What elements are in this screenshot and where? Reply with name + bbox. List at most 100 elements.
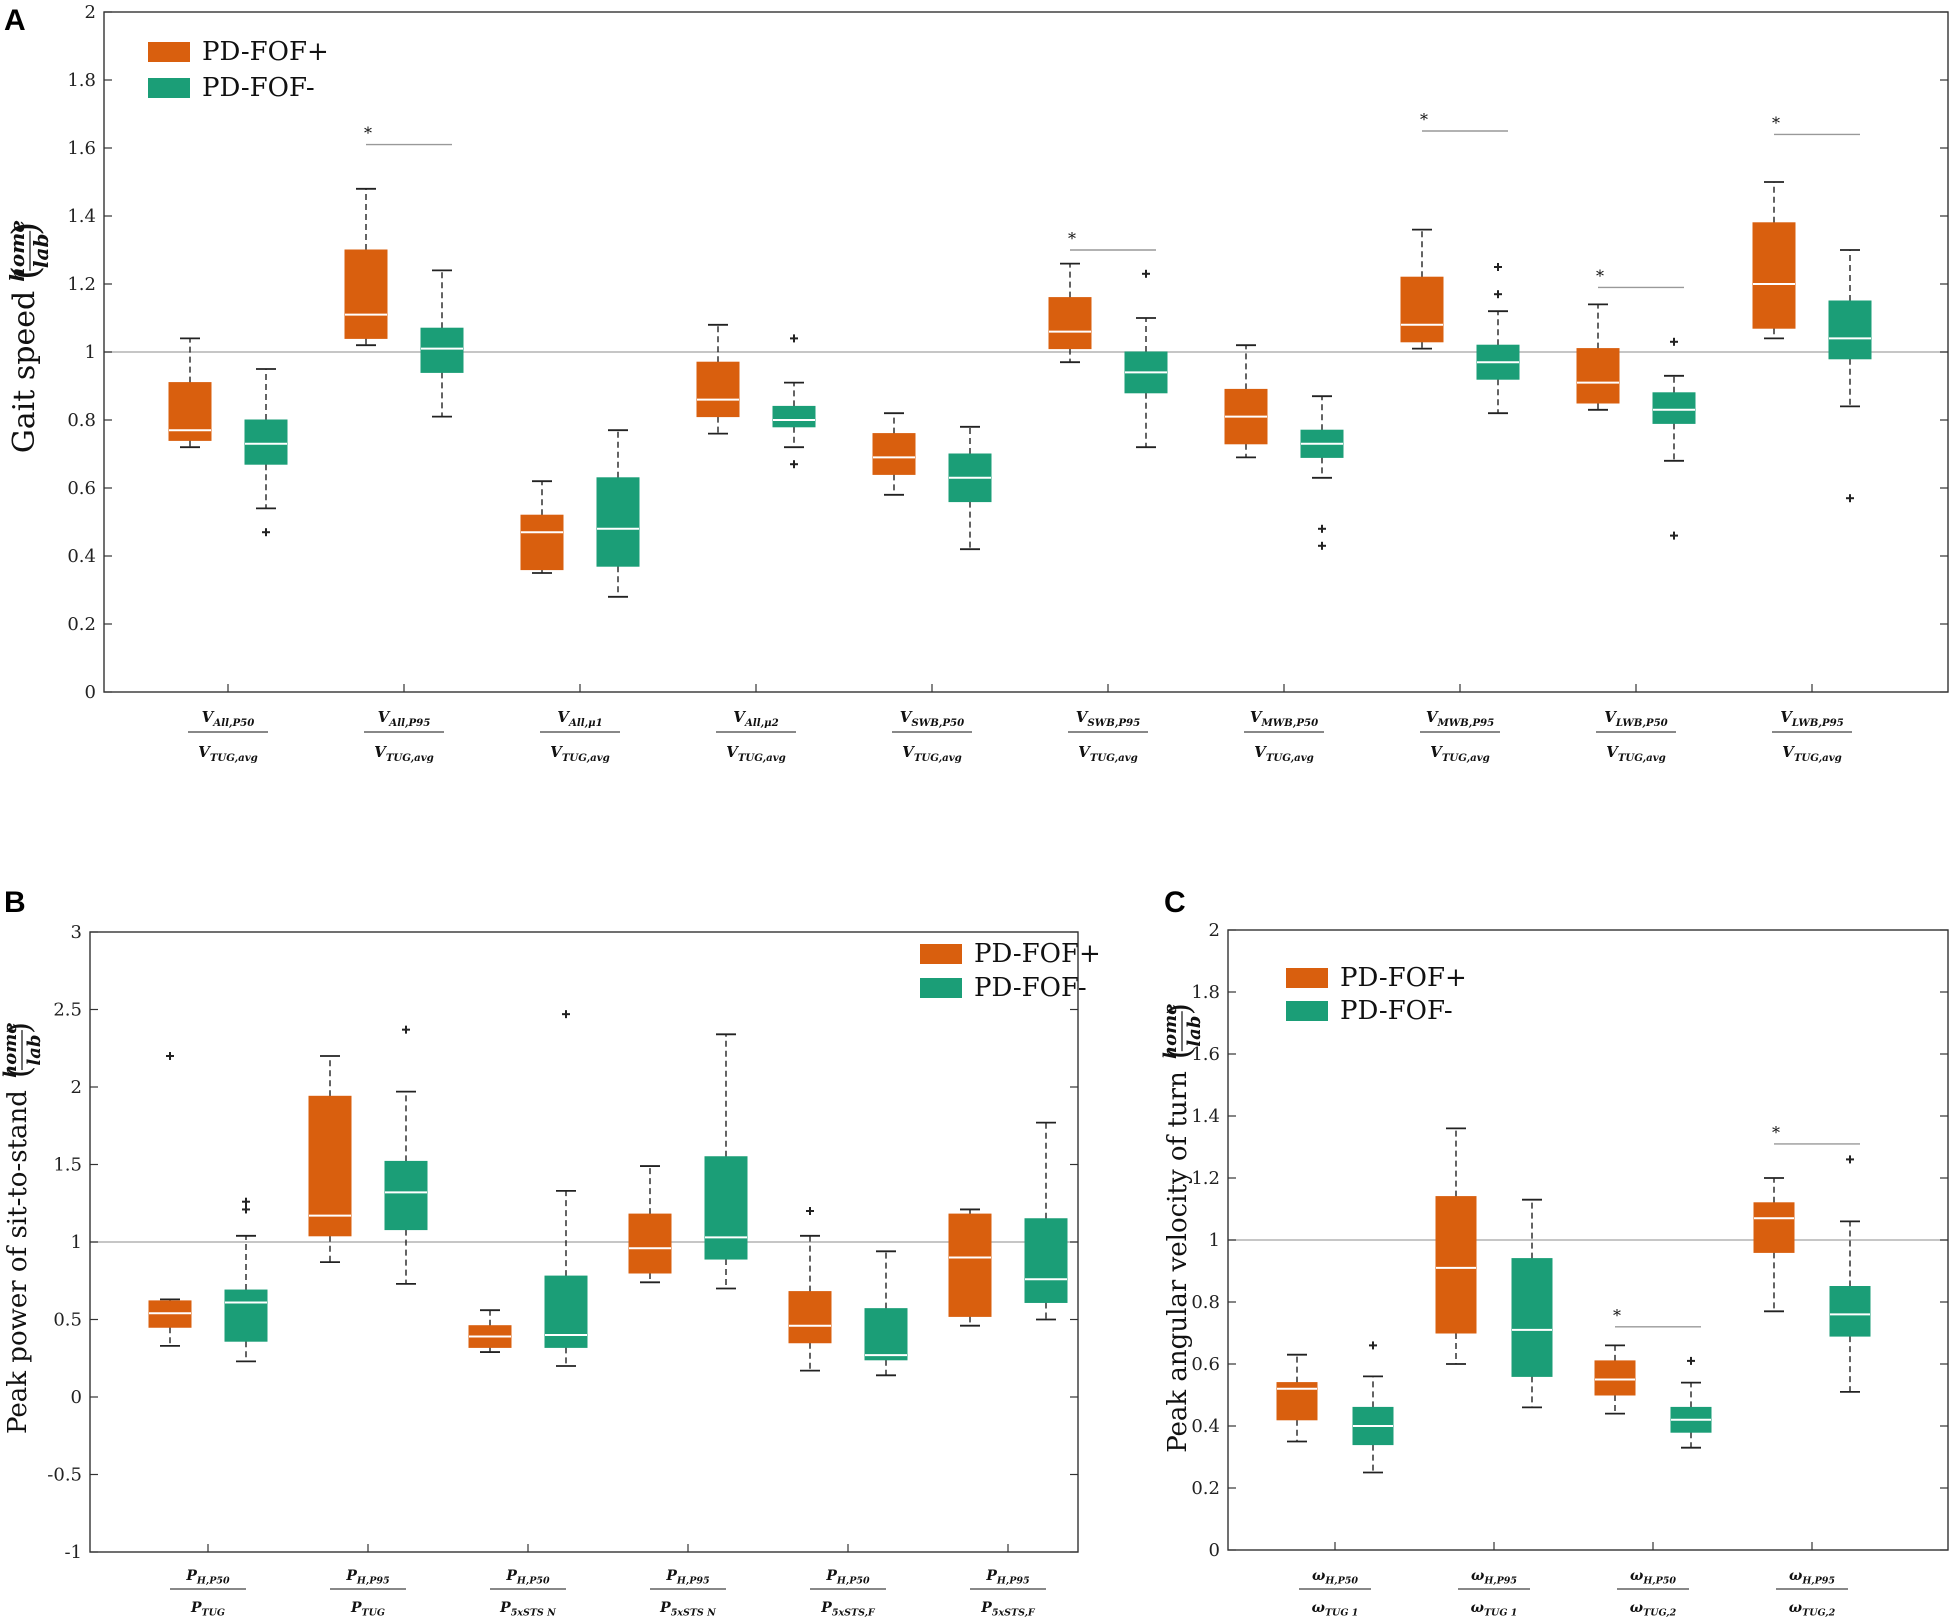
category-numerator: ωH,P95: [1789, 1568, 1835, 1587]
x-category-label: PH,P95 P5xSTS N: [650, 1568, 726, 1619]
y-axis-title: Peak angular velocity of turn: [1163, 1071, 1193, 1453]
box-fof-minus: [1828, 249, 1872, 503]
legend-label: PD-FOF-: [974, 973, 1087, 1003]
category-numerator: VSWB,P50: [900, 708, 964, 729]
y-tick-label: 0.8: [1191, 1292, 1220, 1313]
unit-denominator: lab: [29, 234, 53, 269]
box-fof-minus: [544, 1010, 588, 1367]
significance-star: *: [1420, 110, 1428, 129]
box-fof-plus: [1752, 181, 1796, 340]
box-fof-minus: [1352, 1341, 1394, 1474]
box-fof-plus: [520, 480, 564, 574]
category-denominator: P5xSTS N: [499, 1600, 556, 1619]
legend-swatch-fof-plus: [148, 42, 190, 62]
box-iqr: [544, 1275, 588, 1348]
panel-C: C 0 0.2 0.4 0.6 0.8 1 1.2 1.4 1.6 1.8 2 Peak angular…: [1160, 886, 1949, 1619]
category-numerator: VLWB,P50: [1604, 708, 1668, 729]
box-iqr: [704, 1156, 748, 1260]
box-fof-minus: [244, 368, 288, 537]
box-iqr: [1576, 348, 1620, 404]
plot-frame: [89, 931, 1079, 1553]
legend-swatch-fof-minus: [1286, 1001, 1328, 1021]
unit-paren-open: (: [6, 266, 47, 280]
box-iqr: [1594, 1360, 1636, 1396]
y-tick-label: 2.5: [53, 1000, 82, 1021]
legend-label: PD-FOF+: [974, 939, 1101, 969]
y-tick-label: 2: [1209, 920, 1220, 941]
y-tick-label: 1: [85, 342, 96, 363]
y-tick-label: 0.2: [67, 614, 96, 635]
category-numerator: VAll,P95: [378, 708, 431, 729]
box-iqr: [948, 1213, 992, 1317]
box-iqr: [696, 361, 740, 418]
plot-frame: [103, 11, 1949, 693]
y-tick-label: 0.5: [53, 1310, 82, 1331]
y-tick-label: 1.8: [1191, 982, 1220, 1003]
category-numerator: PH,P50: [505, 1568, 550, 1587]
y-tick-label: 1.6: [67, 138, 96, 159]
legend-swatch-fof-plus: [920, 944, 962, 964]
box-fof-minus: [420, 269, 464, 418]
unit-paren-close: ): [6, 222, 47, 236]
unit-numerator: home: [1160, 1003, 1181, 1059]
box-fof-plus: [696, 323, 740, 435]
x-category-label: ωH,P50 ωTUG 1: [1299, 1568, 1371, 1619]
y-tick-label: 0.6: [67, 478, 96, 499]
box-iqr: [1511, 1258, 1553, 1377]
box-iqr: [788, 1291, 832, 1344]
box-fof-plus: [1048, 262, 1092, 364]
category-denominator: PTUG: [350, 1600, 385, 1619]
x-category-label: VSWB,P50 VTUG,avg: [892, 708, 972, 764]
category-denominator: PTUG: [190, 1600, 225, 1619]
box-iqr: [1828, 300, 1872, 360]
y-tick-label: 1.5: [53, 1155, 82, 1176]
box-fof-minus: [772, 334, 816, 469]
significance-star: *: [1613, 1306, 1621, 1325]
category-numerator: VMWB,P50: [1250, 708, 1318, 729]
category-denominator: VTUG,avg: [1078, 743, 1138, 764]
category-numerator: VAll,μ1: [557, 708, 602, 729]
y-axis-label: Gait speed (home lab): [5, 220, 53, 453]
category-numerator: VAll,μ2: [733, 708, 778, 729]
significance-star: *: [1068, 229, 1076, 248]
x-category-label: PH,P50 PTUG: [170, 1568, 246, 1619]
box-fof-minus: [1024, 1121, 1068, 1321]
category-numerator: ωH,P50: [1312, 1568, 1358, 1587]
x-category-label: VAll,P95 VTUG,avg: [364, 708, 444, 764]
box-fof-minus: [1652, 337, 1696, 540]
box-fof-minus: [224, 1197, 268, 1363]
category-denominator: ωTUG 1: [1471, 1600, 1518, 1619]
box-iqr: [1652, 392, 1696, 424]
category-denominator: P5xSTS,F: [820, 1600, 876, 1619]
category-denominator: VTUG,avg: [902, 743, 962, 764]
category-denominator: VTUG,avg: [1782, 743, 1842, 764]
box-fof-plus: [168, 337, 212, 449]
box-iqr: [384, 1160, 428, 1231]
y-axis-label: Peak angular velocity of turn (home lab): [1160, 1003, 1205, 1453]
x-category-label: PH,P95 PTUG: [330, 1568, 406, 1619]
x-category-label: ωH,P95 ωTUG 1: [1458, 1568, 1530, 1619]
box-fof-minus: [384, 1025, 428, 1285]
significance-star: *: [1596, 266, 1604, 285]
y-tick-label: -1: [64, 1542, 82, 1563]
y-tick-label: 2: [85, 2, 96, 23]
significance-star: *: [1772, 113, 1780, 132]
box-fof-plus: [344, 187, 388, 347]
box-fof-minus: [1476, 263, 1520, 415]
y-tick-label: 2: [71, 1077, 82, 1098]
box-fof-plus: [1753, 1177, 1795, 1313]
panel-label: B: [4, 886, 26, 919]
box-fof-plus: [1224, 344, 1268, 459]
box-fof-minus: [1124, 269, 1168, 449]
box-fof-minus: [1300, 395, 1344, 550]
box-fof-minus: [596, 429, 640, 598]
x-category-label: PH,P50 P5xSTS N: [490, 1568, 566, 1619]
panel-B: B -1 -0.5 0 0.5 1 1.5 2 2.5 3 Peak power of sit-to…: [0, 886, 1101, 1619]
box-fof-plus: [872, 412, 916, 496]
plot-frame: [1227, 929, 1949, 1551]
y-axis-label: Peak power of sit-to-stand (home lab): [0, 1022, 45, 1434]
box-fof-minus: [1511, 1198, 1553, 1409]
category-denominator: VTUG,avg: [1254, 743, 1314, 764]
legend-label: PD-FOF+: [202, 37, 329, 67]
y-tick-label: 1.2: [67, 274, 96, 295]
